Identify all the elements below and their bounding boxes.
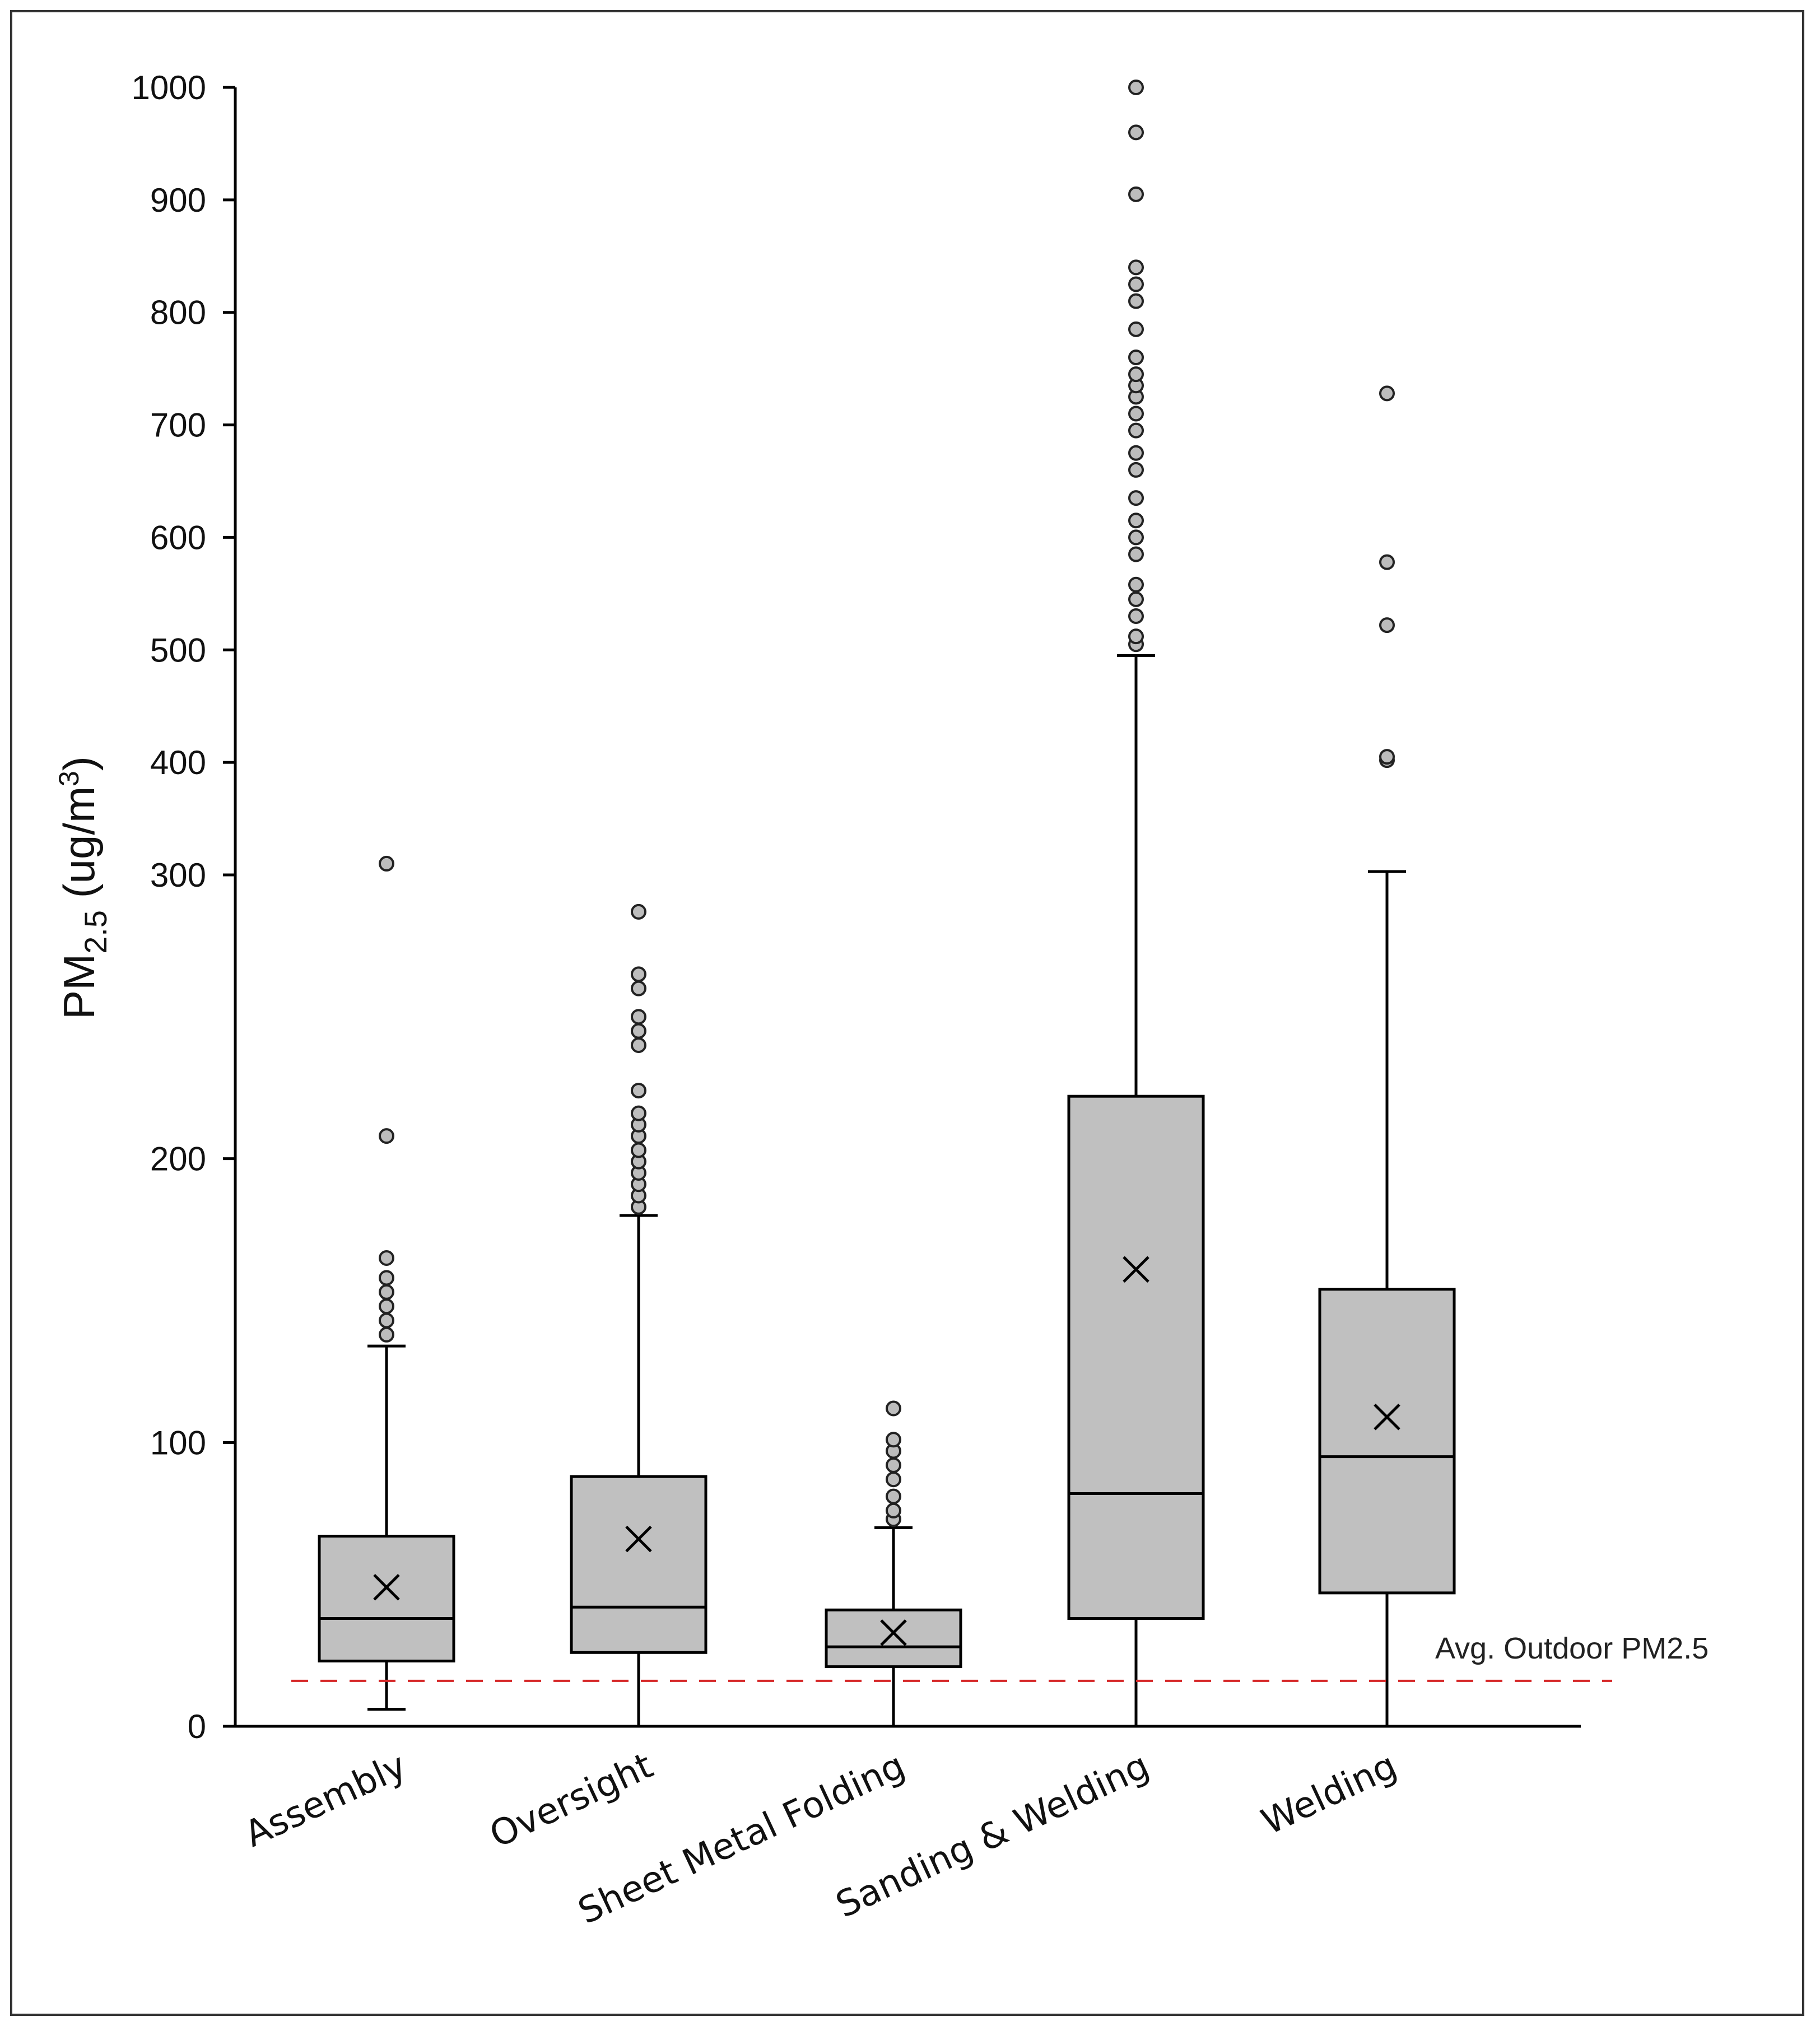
y-axis-title-units: (ug/m [54, 786, 104, 910]
y-tick-label: 800 [150, 294, 206, 332]
y-axis-ticks: 0 100 200 300 400 500 600 700 800 900 1000 [132, 69, 235, 1745]
outlier-point [1128, 608, 1144, 625]
outlier-point [886, 1488, 901, 1504]
outlier-point [379, 1284, 394, 1300]
box-group [1067, 80, 1205, 1728]
mean-marker [373, 1573, 400, 1601]
outlier-point [631, 1023, 646, 1039]
outlier-point [1128, 321, 1144, 337]
outlier-point [631, 903, 646, 920]
outlier-point [1128, 546, 1144, 562]
outlier-point [886, 1502, 901, 1518]
outlier-point [1128, 591, 1144, 607]
category-label: Welding [1255, 1745, 1403, 1843]
category-label: Assembly [239, 1745, 413, 1855]
outlier-point [631, 1009, 646, 1025]
y-axis-title-sup: 3 [53, 771, 85, 786]
y-tick-label: 900 [150, 181, 206, 219]
y-axis-title-sub: 2.5 [78, 910, 113, 954]
outlier-point [886, 1400, 901, 1417]
outlier-point [1128, 259, 1144, 276]
outlier-point [1128, 576, 1144, 593]
outlier-point [1128, 80, 1144, 95]
outlier-point [1128, 422, 1144, 439]
outlier-point [1128, 366, 1144, 383]
iqr-box [1318, 1288, 1456, 1595]
outlier-point [631, 966, 646, 982]
y-tick-label: 600 [150, 519, 206, 556]
y-tick-label: 500 [150, 631, 206, 669]
y-tick-label: 400 [150, 744, 206, 781]
outlier-point [631, 1105, 646, 1121]
outlier-point [379, 1128, 394, 1144]
outlier-point [1128, 628, 1144, 645]
outlier-point [631, 980, 646, 996]
category-label: Oversight [483, 1745, 659, 1856]
outlier-point [631, 1037, 646, 1053]
box-series [318, 80, 1456, 1728]
box-group [825, 1400, 962, 1728]
outlier-point [1379, 749, 1395, 765]
y-tick-label: 0 [188, 1708, 206, 1745]
outlier-point [886, 1432, 901, 1448]
outlier-point [1128, 276, 1144, 292]
mean-marker [1123, 1256, 1149, 1283]
y-tick-label: 300 [150, 856, 206, 894]
box-group [570, 903, 707, 1728]
reference-line-label: Avg. Outdoor PM2.5 [1435, 1632, 1709, 1665]
outlier-point [1128, 490, 1144, 506]
outlier-point [1128, 293, 1144, 309]
outlier-point [379, 1270, 394, 1286]
y-axis-title-close: ) [54, 756, 104, 771]
outlier-point [1128, 124, 1144, 141]
y-axis-title-main: PM [54, 954, 104, 1019]
outlier-point [631, 1083, 646, 1099]
iqr-box [570, 1475, 707, 1654]
outlier-point [1128, 529, 1144, 546]
outlier-point [379, 1326, 394, 1343]
y-tick-label: 700 [150, 407, 206, 444]
y-axis-title: PM2.5 (ug/m3) [53, 756, 113, 1019]
iqr-box [825, 1608, 962, 1669]
outlier-point [379, 855, 394, 872]
y-tick-label: 1000 [132, 69, 206, 106]
mean-marker [1374, 1403, 1400, 1431]
outlier-point [1128, 513, 1144, 529]
box-group [1318, 385, 1456, 1728]
outlier-point [631, 1142, 646, 1158]
outlier-point [1128, 445, 1144, 461]
y-tick-label: 200 [150, 1140, 206, 1178]
outlier-point [379, 1298, 394, 1315]
y-tick-label: 100 [150, 1424, 206, 1461]
outlier-point [1128, 350, 1144, 366]
outlier-point [1128, 186, 1144, 202]
outlier-point [379, 1312, 394, 1329]
iqr-box [318, 1535, 455, 1662]
outlier-point [886, 1471, 901, 1488]
outlier-point [379, 1250, 394, 1266]
outlier-point [1128, 462, 1144, 478]
mean-marker [880, 1619, 907, 1646]
outlier-point [1128, 406, 1144, 422]
box-group [318, 855, 455, 1711]
outlier-point [1379, 617, 1395, 633]
outlier-point [1379, 554, 1395, 570]
outlier-point [886, 1457, 901, 1473]
outlier-point [1379, 385, 1395, 402]
mean-marker [625, 1525, 652, 1553]
iqr-box [1067, 1094, 1205, 1620]
